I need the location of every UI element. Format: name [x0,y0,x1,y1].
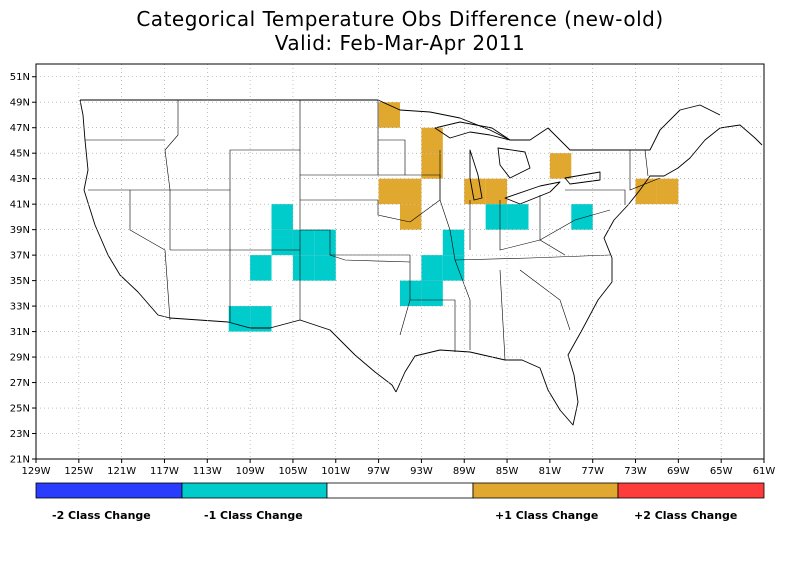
anomaly-cell-minus1 [442,229,465,256]
mexico-border [169,317,397,393]
anomaly-cell-minus1 [421,280,443,307]
anomaly-cell-plus1 [421,153,443,179]
lon-tick-label: 101W [321,466,350,477]
lon-tick-label: 113W [193,466,222,477]
lon-tick-label: 129W [22,466,51,477]
anomaly-cell-minus1 [292,255,315,281]
lon-tick-label: 85W [496,466,519,477]
lon-tick-label: 125W [64,466,93,477]
anomaly-cell-plus1 [549,153,572,179]
anomaly-cell-minus1 [292,229,315,256]
lat-tick-label: 27N [10,378,30,389]
legend-swatch-minus1 [181,482,328,499]
longitude-labels: 129W 125W 121W 117W 113W 109W 105W 101W 97W 93W 89… [22,459,776,477]
anomaly-cell-minus1 [507,204,529,230]
lat-tick-label: 39N [10,225,30,236]
lon-tick-label: 97W [367,466,390,477]
legend-label-minus2: -2 Class Change [52,509,151,522]
anomaly-cells [228,102,679,332]
lat-tick-label: 33N [10,302,30,313]
lon-tick-label: 105W [278,466,307,477]
anomaly-cell-plus1 [464,178,486,205]
west-coast [79,99,171,319]
legend-swatch-plus1 [472,482,619,499]
anomaly-cell-plus1 [400,204,422,230]
anomaly-cell-minus1 [271,229,293,256]
anomaly-cell-minus1 [250,306,272,332]
lon-tick-label: 69W [667,466,690,477]
anomaly-cell-plus1 [378,102,400,128]
legend-swatch-plus2 [617,482,765,499]
lon-tick-label: 89W [453,466,476,477]
lat-lon-grid [36,64,764,459]
gulf-coast [395,281,613,426]
legend-label-plus1: +1 Class Change [495,509,598,522]
anomaly-cell-minus1 [485,204,508,230]
great-lakes-huron [497,147,531,179]
east-coast [603,124,763,282]
legend-label-minus1: -1 Class Change [204,509,303,522]
lat-tick-label: 41N [10,200,30,211]
anomaly-cell-plus1 [656,178,679,205]
anomaly-cell-minus1 [314,255,336,281]
lon-tick-label: 73W [624,466,647,477]
anomaly-cell-plus1 [400,178,422,205]
lon-tick-label: 81W [539,466,562,477]
lat-tick-label: 31N [10,327,30,338]
us-boundaries [79,99,763,426]
lat-tick-label: 49N [10,98,30,109]
lat-tick-label: 25N [10,404,30,415]
great-lakes-ontario [564,171,601,185]
great-lakes-erie [504,181,561,205]
anomaly-cell-minus1 [400,280,422,307]
lat-tick-label: 43N [10,174,30,185]
anomaly-cell-minus1 [442,255,465,281]
lat-tick-label: 51N [10,72,30,83]
lon-tick-label: 109W [236,466,265,477]
lat-tick-label: 21N [10,455,30,466]
lat-tick-label: 47N [10,123,30,134]
anomaly-cell-minus1 [314,229,336,256]
anomaly-cell-minus1 [571,204,593,230]
map-frame [35,63,765,460]
anomaly-cell-plus1 [485,178,508,205]
color-legend: -2 Class Change -1 Class Change +1 Class… [35,482,765,522]
lon-tick-label: 93W [410,466,433,477]
map-title: Categorical Temperature Obs Difference (… [136,7,664,31]
anomaly-cell-plus1 [421,127,443,154]
lat-tick-label: 29N [10,353,30,364]
lon-tick-label: 61W [753,466,776,477]
legend-swatch-minus2 [35,482,183,499]
anomaly-cell-minus1 [421,255,443,281]
lon-tick-label: 117W [150,466,179,477]
lon-tick-label: 121W [107,466,136,477]
lat-tick-label: 45N [10,149,30,160]
state-boundaries [85,99,661,361]
latitude-labels: 21N 23N 25N 27N 29N 31N 33N 35N 37N 39N 41N 43N 45N 4… [10,72,36,466]
legend-swatch-zero [326,482,474,499]
great-lakes-michigan [469,149,483,201]
anomaly-cell-minus1 [228,306,251,332]
anomaly-cell-minus1 [271,204,293,230]
anomaly-cell-plus1 [635,178,657,205]
map-subtitle: Valid: Feb-Mar-Apr 2011 [274,31,526,55]
lat-tick-label: 23N [10,429,30,440]
great-lakes-superior [434,121,511,141]
legend-label-plus2: +2 Class Change [634,509,737,522]
lon-tick-label: 65W [710,466,733,477]
anomaly-cell-minus1 [250,255,272,281]
lon-tick-label: 77W [581,466,604,477]
lat-tick-label: 37N [10,251,30,262]
lat-tick-label: 35N [10,276,30,287]
anomaly-cell-plus1 [378,178,400,205]
